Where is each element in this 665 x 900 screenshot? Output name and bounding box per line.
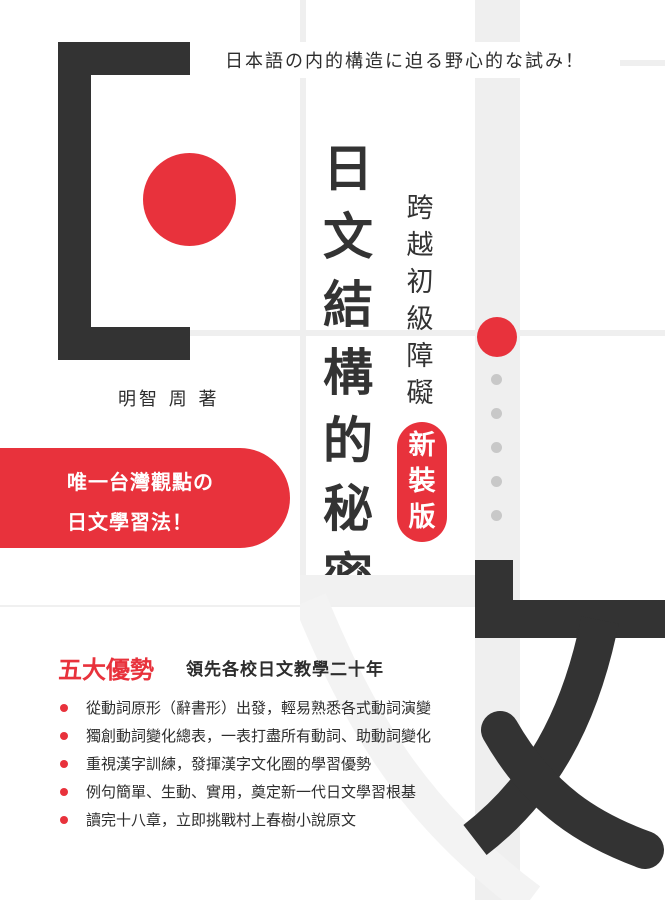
subtitle-char: 跨: [406, 193, 434, 224]
list-item: 讀完十八章，立即挑戰村上春樹小說原文: [58, 806, 431, 834]
title-char: 文: [323, 208, 373, 266]
book-title: 日 文 結 構 的 秘 密: [318, 135, 378, 611]
grid-line: [300, 0, 306, 600]
grey-dot: [491, 510, 502, 521]
red-dot: [477, 317, 517, 357]
feature-text: 從動詞原形（辭書形）出發，輕易熟悉各式動詞演變: [86, 699, 432, 717]
title-char: 構: [323, 344, 373, 402]
author-name: 明智 周 著: [118, 389, 220, 410]
bullet-icon: [60, 704, 68, 712]
feature-text: 讀完十八章，立即挑戰村上春樹小說原文: [86, 811, 357, 829]
list-item: 例句簡單、生動、實用，奠定新一代日文學習根基: [58, 778, 431, 806]
bullet-icon: [60, 816, 68, 824]
banner-line-2: 日文學習法！: [67, 510, 193, 534]
advantages-subtitle: 領先各校日文教學二十年: [186, 660, 384, 680]
subtitle-char: 礙: [406, 378, 434, 409]
rising-sun-circle: [143, 153, 236, 246]
feature-text: 獨創動詞變化總表，一表打盡所有動詞、助動詞變化: [86, 727, 432, 745]
bullet-icon: [60, 732, 68, 740]
edition-char: 新: [408, 430, 436, 461]
banner-line-1: 唯一台灣觀點の: [67, 470, 214, 494]
grey-dot: [491, 442, 502, 453]
advantages-title: 五大優勢: [58, 656, 154, 684]
list-item: 獨創動詞變化總表，一表打盡所有動詞、助動詞變化: [58, 722, 431, 750]
bracket-frame: [58, 42, 190, 360]
title-char: 秘: [323, 480, 373, 538]
edition-char: 版: [408, 502, 436, 533]
title-char: 結: [323, 276, 373, 334]
list-item: 重視漢字訓練，發揮漢字文化圈的學習優勢: [58, 750, 431, 778]
subtitle-char: 初: [406, 267, 434, 298]
divider: [0, 605, 665, 607]
subtitle-char: 障: [406, 341, 434, 372]
feature-text: 例句簡單、生動、實用，奠定新一代日文學習根基: [86, 783, 417, 801]
large-bun-glyph: [300, 560, 665, 900]
bullet-icon: [60, 788, 68, 796]
edition-badge: 新 裝 版: [397, 422, 447, 542]
subtitle-char: 越: [406, 230, 434, 261]
grey-dot: [491, 374, 502, 385]
book-subtitle: 跨 越 初 級 障 礙: [402, 190, 438, 412]
bullet-icon: [60, 760, 68, 768]
title-char: 日: [323, 140, 373, 198]
edition-char: 裝: [408, 466, 436, 497]
list-item: 從動詞原形（辭書形）出發，輕易熟悉各式動詞演變: [58, 694, 431, 722]
grey-dot: [491, 476, 502, 487]
subtitle-char: 級: [406, 304, 434, 335]
grid-line: [190, 330, 665, 336]
promo-banner: 唯一台灣觀點の 日文學習法！: [0, 448, 290, 548]
tagline: 日本語の内的構造に迫る野心的な試み！: [190, 42, 620, 78]
title-char: 的: [323, 412, 373, 470]
feature-text: 重視漢字訓練，發揮漢字文化圈的學習優勢: [86, 755, 372, 773]
grey-dot: [491, 408, 502, 419]
feature-list: 從動詞原形（辭書形）出發，輕易熟悉各式動詞演變 獨創動詞變化總表，一表打盡所有動…: [58, 694, 431, 834]
